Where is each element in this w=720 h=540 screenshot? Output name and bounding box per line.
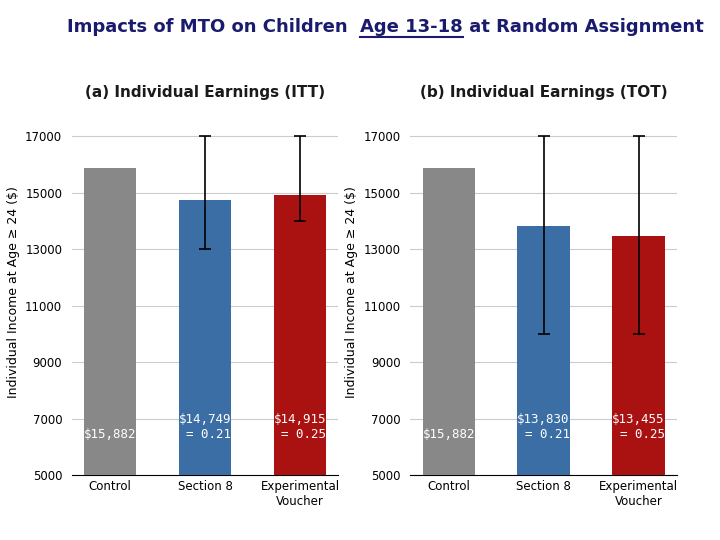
Title: (b) Individual Earnings (TOT): (b) Individual Earnings (TOT) [420, 85, 667, 100]
Text: at Random Assignment: at Random Assignment [463, 18, 703, 36]
Text: $14,915
p = 0.259: $14,915 p = 0.259 [266, 413, 334, 441]
Text: $14,749
p = 0.219: $14,749 p = 0.219 [171, 413, 239, 441]
Bar [179, 200, 231, 540]
Bar [423, 168, 474, 540]
Y-axis label: Individual Income at Age ≥ 24 ($): Individual Income at Age ≥ 24 ($) [6, 186, 19, 397]
Text: $13,830
p = 0.219: $13,830 p = 0.219 [510, 413, 577, 441]
Text: $15,882: $15,882 [423, 428, 475, 441]
Bar [613, 237, 665, 540]
Bar [274, 195, 326, 540]
Title: (a) Individual Earnings (ITT): (a) Individual Earnings (ITT) [85, 85, 325, 100]
Y-axis label: Individual Income at Age ≥ 24 ($): Individual Income at Age ≥ 24 ($) [345, 186, 358, 397]
Text: $15,882: $15,882 [84, 428, 137, 441]
Text: Impacts of MTO on Children: Impacts of MTO on Children [67, 18, 360, 36]
Text: Age 13-18: Age 13-18 [360, 18, 463, 36]
Text: $13,455
p = 0.259: $13,455 p = 0.259 [605, 413, 672, 441]
Bar [84, 168, 136, 540]
Bar [518, 226, 570, 540]
